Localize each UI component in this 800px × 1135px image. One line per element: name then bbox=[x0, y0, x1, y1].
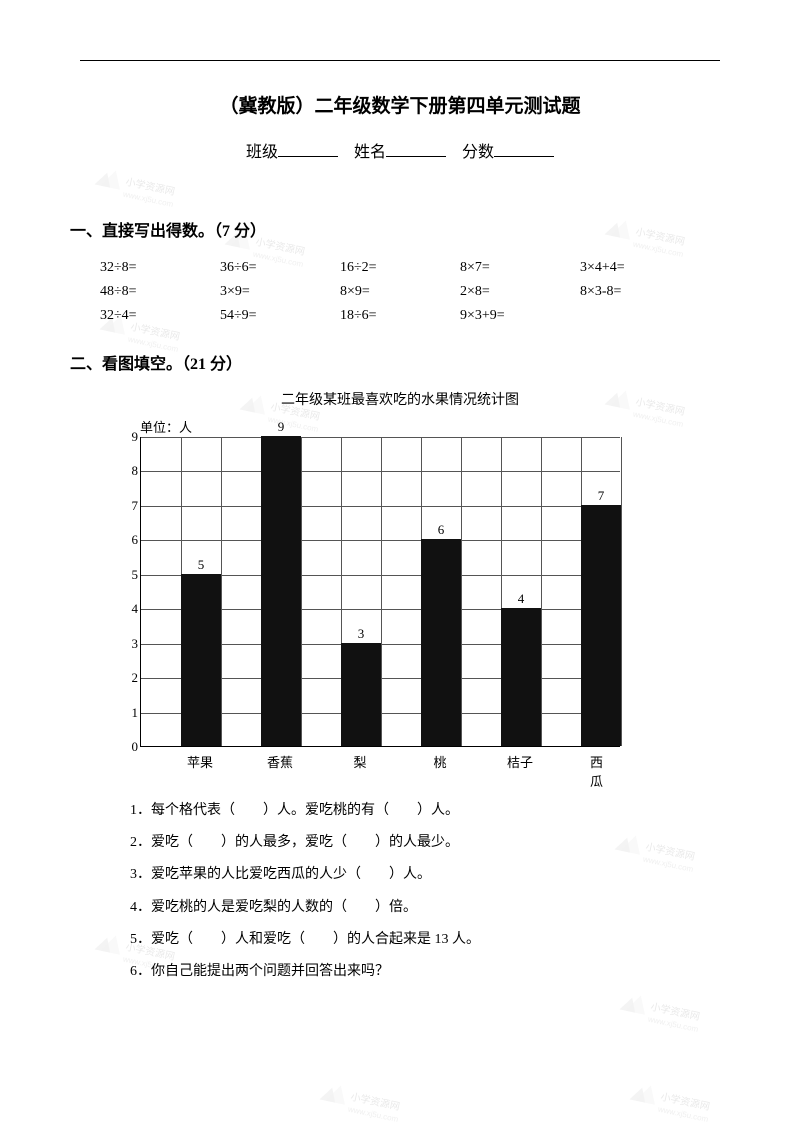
bar-value-label: 5 bbox=[198, 557, 205, 573]
x-tick: 桔子 bbox=[507, 752, 533, 771]
y-tick: 8 bbox=[132, 463, 139, 479]
bar-value-label: 4 bbox=[518, 591, 525, 607]
eq-cell: 9×3+9= bbox=[460, 304, 580, 328]
info-line: 班级 姓名 分数 bbox=[70, 138, 730, 162]
section1-heading: 一、直接写出得数。（7 分） bbox=[70, 217, 730, 241]
gridline-v bbox=[301, 437, 302, 746]
y-tick: 1 bbox=[132, 705, 139, 721]
x-tick: 苹果 bbox=[187, 752, 213, 771]
chart-title: 二年级某班最喜欢吃的水果情况统计图 bbox=[70, 389, 730, 409]
name-label: 姓名 bbox=[354, 144, 386, 161]
y-tick: 6 bbox=[132, 532, 139, 548]
watermark: 小学资源网www.xj5u.com bbox=[313, 1079, 428, 1135]
gridline-v bbox=[541, 437, 542, 746]
question-item: 5．爱吃（ ）人和爱吃（ ）的人合起来是 13 人。 bbox=[130, 924, 730, 956]
svg-text:www.xj5u.com: www.xj5u.com bbox=[656, 1104, 709, 1124]
bar bbox=[581, 505, 621, 746]
x-tick: 梨 bbox=[353, 752, 366, 771]
watermark: 小学资源网www.xj5u.com bbox=[623, 1079, 738, 1135]
bar-value-label: 7 bbox=[598, 488, 605, 504]
svg-text:小学资源网: 小学资源网 bbox=[659, 1090, 711, 1113]
x-tick: 桃 bbox=[433, 752, 446, 771]
question-item: 3．爱吃苹果的人比爱吃西瓜的人少（ ）人。 bbox=[130, 859, 730, 891]
gridline-v bbox=[381, 437, 382, 746]
section2-heading: 二、看图填空。（21 分） bbox=[70, 350, 730, 374]
eq-cell: 32÷4= bbox=[100, 304, 220, 328]
question-item: 4．爱吃桃的人是爱吃梨的人数的（ ）倍。 bbox=[130, 892, 730, 924]
bar-chart: 单位：人 0 1 2 3 4 5 6 7 8 9 5 9 3 6 4 7 苹果 香蕉 梨 桃 桔子 西瓜 bbox=[100, 417, 640, 787]
y-tick: 0 bbox=[132, 739, 139, 755]
eq-cell: 48÷8= bbox=[100, 280, 220, 304]
bar-value-label: 6 bbox=[438, 522, 445, 538]
eq-cell bbox=[580, 304, 690, 328]
svg-text:www.xj5u.com: www.xj5u.com bbox=[121, 189, 174, 209]
eq-cell: 54÷9= bbox=[220, 304, 340, 328]
table-row: 32÷4= 54÷9= 18÷6= 9×3+9= bbox=[100, 304, 690, 328]
eq-cell: 2×8= bbox=[460, 280, 580, 304]
y-tick: 3 bbox=[132, 636, 139, 652]
bar-value-label: 9 bbox=[278, 419, 285, 435]
eq-cell: 3×4+4= bbox=[580, 256, 690, 280]
plot-area: 593647 bbox=[140, 437, 620, 747]
eq-cell: 8×7= bbox=[460, 256, 580, 280]
bar bbox=[501, 608, 541, 746]
score-blank[interactable] bbox=[494, 141, 554, 157]
svg-text:www.xj5u.com: www.xj5u.com bbox=[646, 1014, 699, 1034]
eq-cell: 8×9= bbox=[340, 280, 460, 304]
chart-unit-label: 单位：人 bbox=[140, 417, 192, 436]
table-row: 48÷8= 3×9= 8×9= 2×8= 8×3-8= bbox=[100, 280, 690, 304]
class-blank[interactable] bbox=[278, 141, 338, 157]
eq-cell: 16÷2= bbox=[340, 256, 460, 280]
svg-text:小学资源网: 小学资源网 bbox=[649, 1000, 701, 1023]
question-item: 6．你自己能提出两个问题并回答出来吗？ bbox=[130, 956, 730, 988]
gridline-v bbox=[221, 437, 222, 746]
y-tick: 9 bbox=[132, 429, 139, 445]
question-item: 2．爱吃（ ）的人最多，爱吃（ ）的人最少。 bbox=[130, 827, 730, 859]
bar bbox=[421, 539, 461, 746]
bar bbox=[261, 436, 301, 746]
top-rule bbox=[80, 60, 720, 61]
bar bbox=[181, 574, 221, 746]
y-tick: 2 bbox=[132, 670, 139, 686]
bar-value-label: 3 bbox=[358, 626, 365, 642]
eq-cell: 32÷8= bbox=[100, 256, 220, 280]
eq-cell: 36÷6= bbox=[220, 256, 340, 280]
svg-text:小学资源网: 小学资源网 bbox=[349, 1090, 401, 1113]
svg-text:www.xj5u.com: www.xj5u.com bbox=[346, 1104, 399, 1124]
equation-table: 32÷8= 36÷6= 16÷2= 8×7= 3×4+4= 48÷8= 3×9=… bbox=[100, 256, 690, 328]
question-list: 1．每个格代表（ ）人。爱吃桃的有（ ）人。2．爱吃（ ）的人最多，爱吃（ ）的… bbox=[130, 795, 730, 988]
gridline-v bbox=[621, 437, 622, 746]
y-tick: 4 bbox=[132, 601, 139, 617]
x-axis: 苹果香蕉梨桃桔子西瓜 bbox=[140, 752, 620, 772]
question-item: 1．每个格代表（ ）人。爱吃桃的有（ ）人。 bbox=[130, 795, 730, 827]
name-blank[interactable] bbox=[386, 141, 446, 157]
score-label: 分数 bbox=[462, 144, 494, 161]
y-tick: 7 bbox=[132, 498, 139, 514]
eq-cell: 3×9= bbox=[220, 280, 340, 304]
watermark: 小学资源网www.xj5u.com bbox=[88, 164, 203, 220]
gridline-v bbox=[461, 437, 462, 746]
bar bbox=[341, 643, 381, 746]
class-label: 班级 bbox=[246, 144, 278, 161]
eq-cell: 8×3-8= bbox=[580, 280, 690, 304]
x-tick: 西瓜 bbox=[590, 752, 610, 790]
y-tick: 5 bbox=[132, 567, 139, 583]
eq-cell: 18÷6= bbox=[340, 304, 460, 328]
y-axis: 0123456789 bbox=[120, 437, 140, 747]
watermark: 小学资源网www.xj5u.com bbox=[613, 989, 728, 1045]
x-tick: 香蕉 bbox=[267, 752, 293, 771]
page-title: （冀教版）二年级数学下册第四单元测试题 bbox=[70, 91, 730, 118]
svg-text:小学资源网: 小学资源网 bbox=[124, 175, 176, 198]
table-row: 32÷8= 36÷6= 16÷2= 8×7= 3×4+4= bbox=[100, 256, 690, 280]
